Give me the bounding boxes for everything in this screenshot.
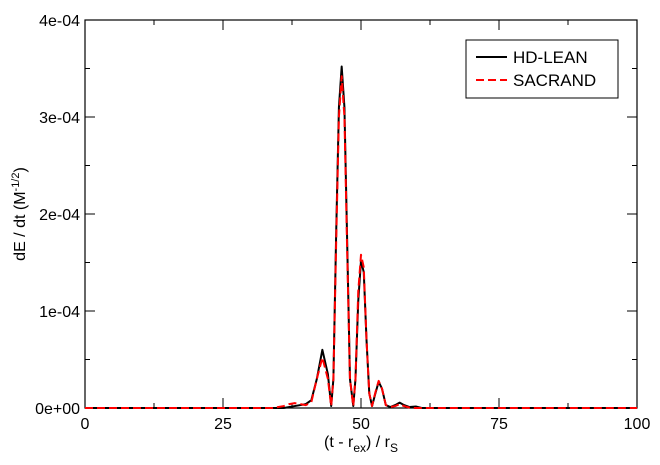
legend-label-hd-lean: HD-LEAN xyxy=(513,48,588,67)
legend: HD-LEAN SACRAND xyxy=(465,39,619,99)
series-group xyxy=(85,65,637,409)
y-tick-label: 3e-04 xyxy=(39,110,80,127)
x-tick-label: 75 xyxy=(490,416,508,433)
series-line-hd-lean xyxy=(85,65,637,409)
y-axis-label: dE / dt (M-1/2) xyxy=(10,167,29,261)
x-tick-label: 25 xyxy=(214,416,232,433)
x-tick-label: 100 xyxy=(624,416,651,433)
x-axis-label: (t - rex) / rS xyxy=(324,434,398,455)
tick-group: 0 25 50 75 100 0e+00 1e-04 2e-04 3e-04 4e-04 xyxy=(35,13,650,433)
legend-label-sacrand: SACRAND xyxy=(513,71,596,90)
legend-box xyxy=(465,39,619,99)
series-line-sacrand xyxy=(85,75,637,409)
x-tick-label: 0 xyxy=(81,416,90,433)
y-tick-label: 0e+00 xyxy=(35,401,80,418)
x-tick-label: 50 xyxy=(352,416,370,433)
y-tick-label: 2e-04 xyxy=(39,207,80,224)
y-tick-label: 4e-04 xyxy=(39,13,80,30)
y-tick-label: 1e-04 xyxy=(39,304,80,321)
